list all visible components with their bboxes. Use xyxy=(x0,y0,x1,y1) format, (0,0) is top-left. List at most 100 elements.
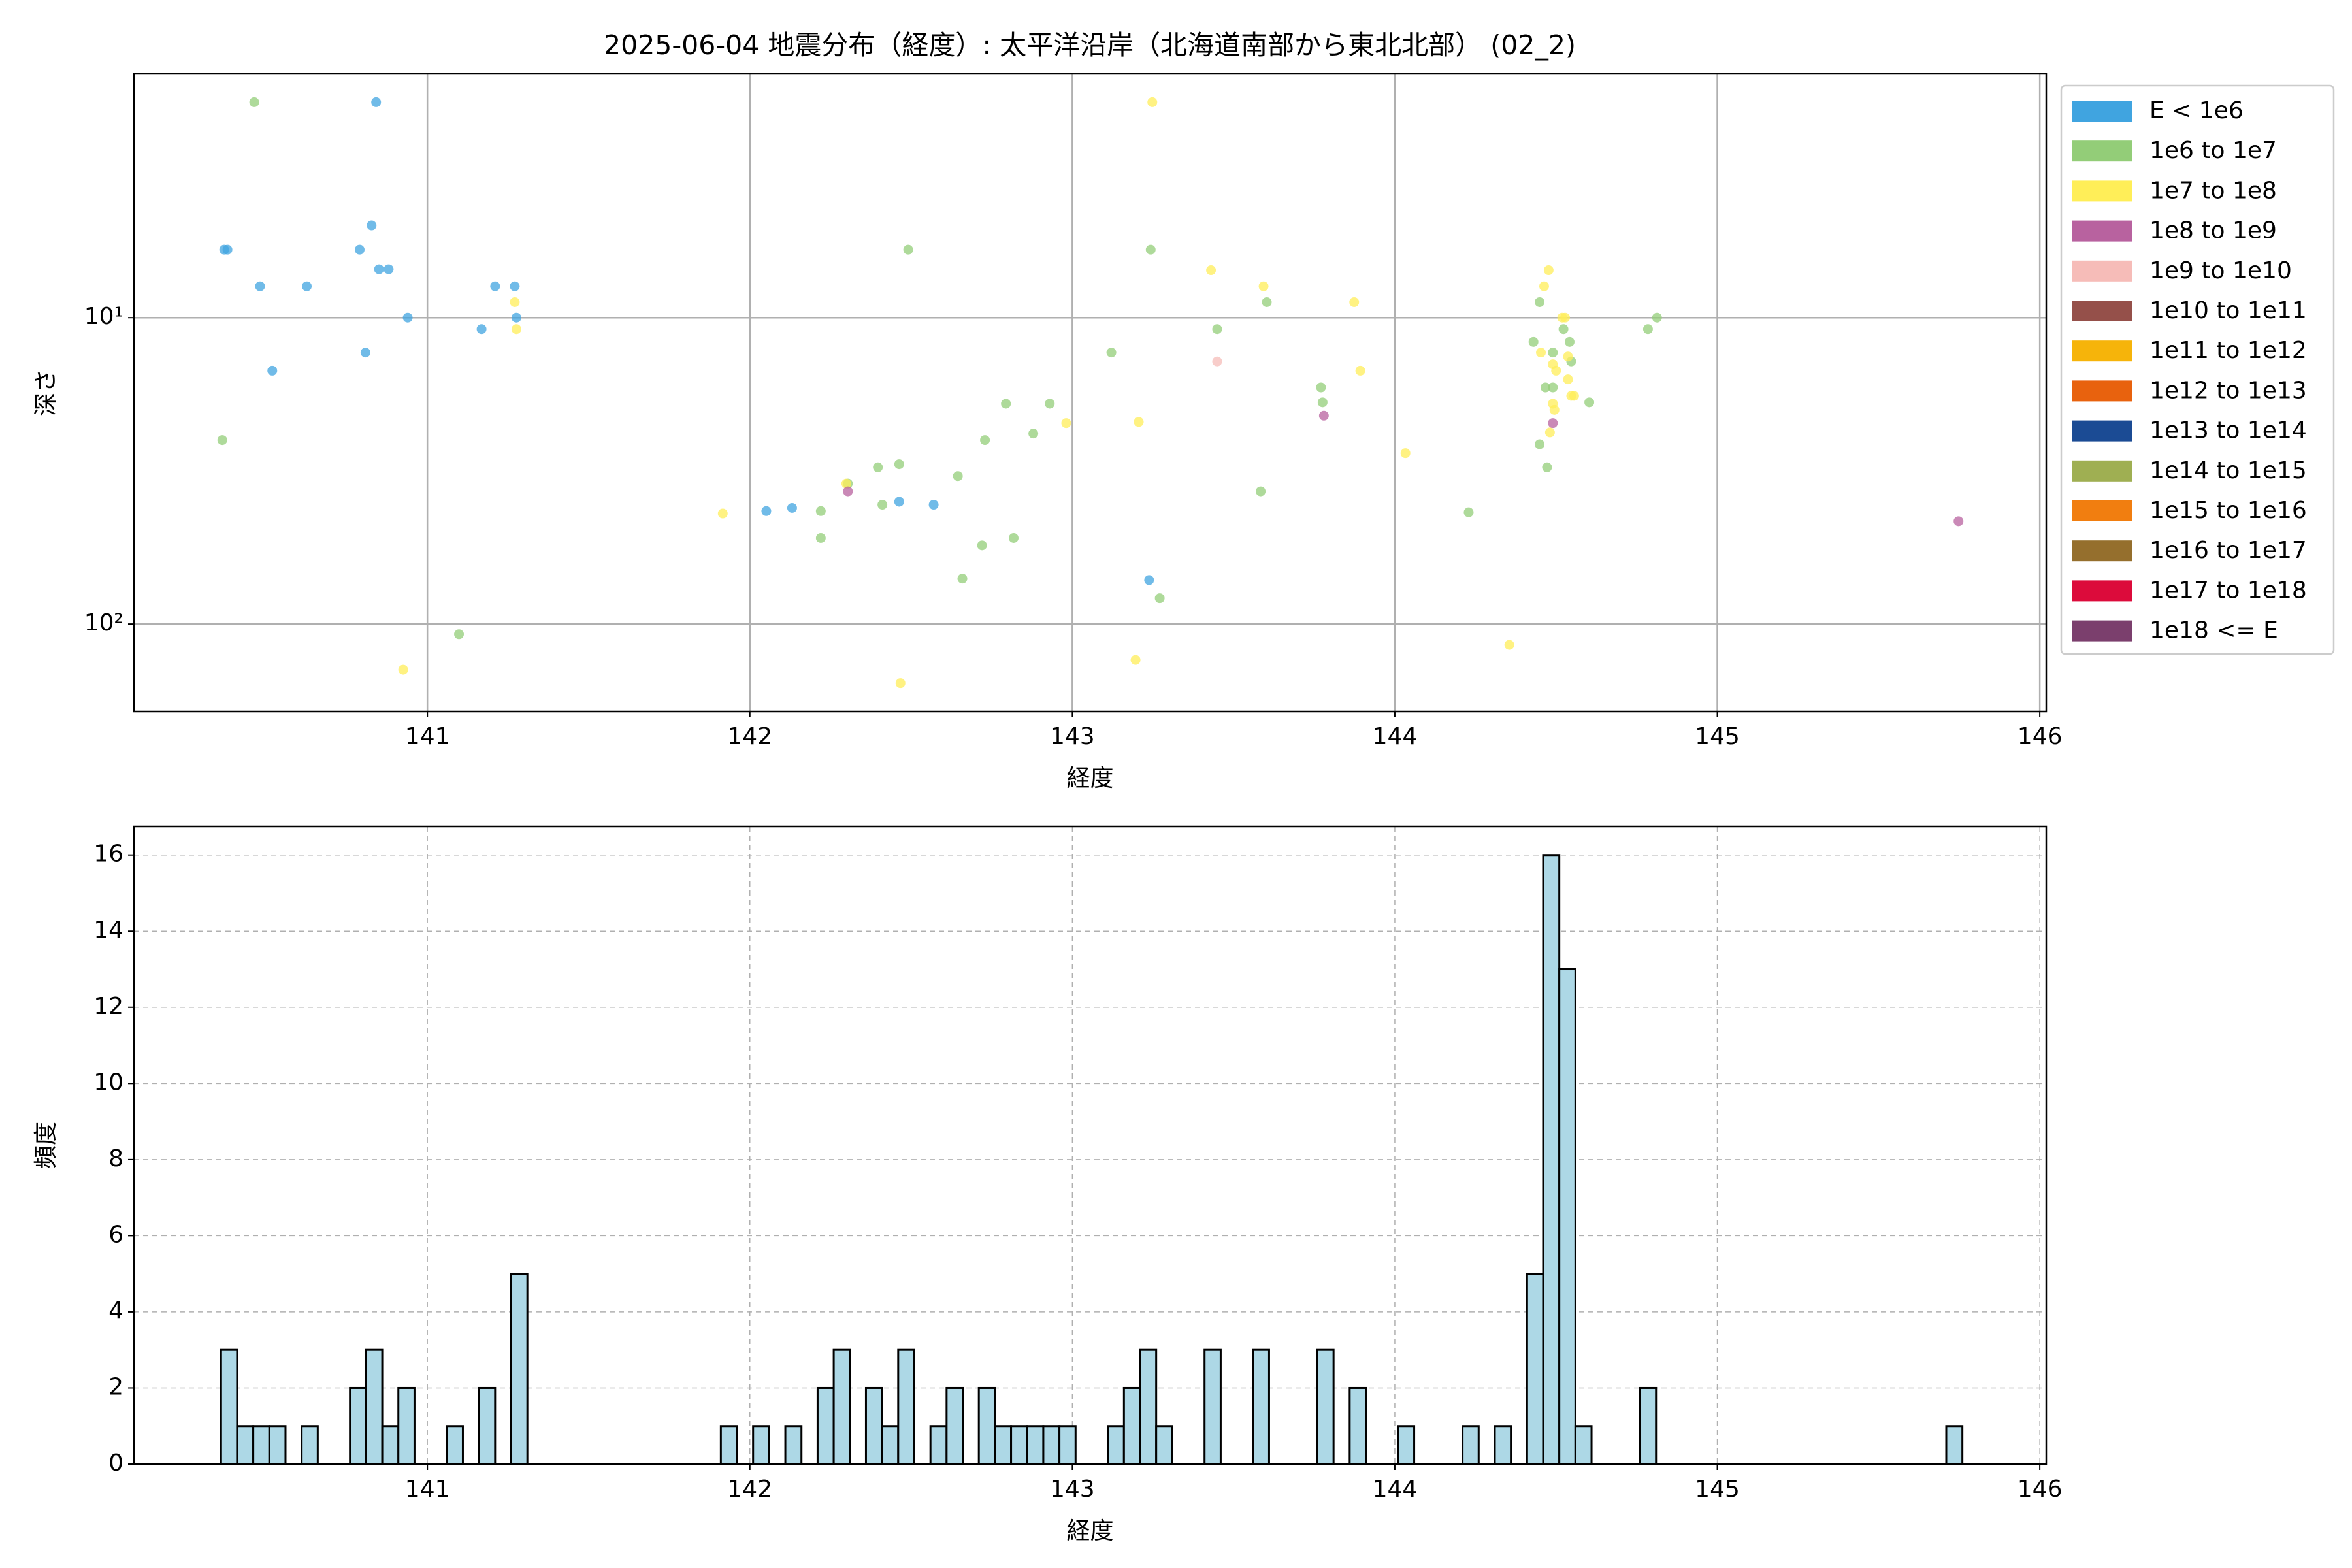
point xyxy=(384,264,394,274)
point xyxy=(1144,575,1154,585)
point xyxy=(1564,336,1575,347)
point xyxy=(360,348,370,358)
legend-swatch xyxy=(2072,260,2132,282)
legend-swatch xyxy=(2072,380,2132,402)
y-tick-label: 16 xyxy=(93,841,123,868)
y-tick-label: 8 xyxy=(108,1145,123,1172)
legend-label: 1e10 to 1e11 xyxy=(2149,297,2307,324)
point xyxy=(355,244,365,255)
legend-label: 1e12 to 1e13 xyxy=(2149,377,2307,404)
legend-swatch xyxy=(2072,180,2132,202)
y-axis-label: 頻度 xyxy=(33,1122,59,1169)
x-tick-label: 143 xyxy=(1050,723,1095,750)
point xyxy=(510,297,520,307)
point xyxy=(977,540,987,551)
bar xyxy=(1107,1425,1125,1465)
point xyxy=(1400,448,1411,459)
bar xyxy=(446,1425,464,1465)
point xyxy=(1548,348,1558,358)
point xyxy=(903,244,913,255)
bar xyxy=(1494,1425,1512,1465)
chart-title: 2025-06-04 地震分布（経度）: 太平洋沿岸（北海道南部から東北北部） … xyxy=(604,29,1576,61)
y-tick-label: 6 xyxy=(108,1221,123,1248)
point xyxy=(1535,439,1545,449)
bar xyxy=(1122,1386,1141,1465)
bar xyxy=(1155,1425,1173,1465)
point xyxy=(1463,507,1474,517)
point xyxy=(1317,397,1328,408)
bar xyxy=(252,1425,270,1465)
point xyxy=(255,281,265,291)
y-tick-label: 14 xyxy=(93,917,123,943)
legend-swatch xyxy=(2072,140,2132,162)
bar xyxy=(1139,1348,1158,1465)
point xyxy=(367,220,377,231)
legend-label: E < 1e6 xyxy=(2149,97,2244,124)
bar xyxy=(929,1425,948,1465)
legend-label: 1e18 <= E xyxy=(2149,617,2278,644)
point xyxy=(1953,516,1964,527)
point xyxy=(1584,397,1595,408)
bar xyxy=(1026,1425,1045,1465)
bar xyxy=(1010,1425,1028,1465)
y-tick-label: 4 xyxy=(108,1298,123,1324)
bar xyxy=(864,1386,883,1465)
point xyxy=(1212,324,1222,335)
x-tick-label: 142 xyxy=(727,723,772,750)
x-tick-label: 144 xyxy=(1373,723,1418,750)
x-tick-label: 146 xyxy=(2017,723,2063,750)
legend-swatch xyxy=(2072,340,2132,362)
bar xyxy=(1945,1425,1964,1465)
point xyxy=(717,508,728,519)
x-tick-label: 146 xyxy=(2017,1476,2063,1503)
point xyxy=(1548,418,1558,429)
point xyxy=(843,486,853,497)
bar xyxy=(784,1425,803,1465)
point xyxy=(1539,281,1549,291)
y-tick-label: 10 xyxy=(93,1069,123,1096)
y-tick-label: 0 xyxy=(108,1450,123,1477)
y-axis-label: 深さ xyxy=(33,369,59,416)
legend-swatch xyxy=(2072,620,2132,642)
legend-swatch xyxy=(2072,220,2132,242)
bar xyxy=(349,1386,367,1465)
point xyxy=(1551,365,1561,376)
point xyxy=(980,435,990,446)
legend-label: 1e8 to 1e9 xyxy=(2149,218,2277,244)
point xyxy=(1504,640,1514,650)
point xyxy=(1540,382,1550,393)
bar xyxy=(1042,1425,1061,1465)
point xyxy=(1652,312,1662,323)
point xyxy=(222,244,233,255)
point xyxy=(511,312,521,323)
bar xyxy=(397,1386,416,1465)
bar xyxy=(381,1425,400,1465)
legend-swatch xyxy=(2072,460,2132,482)
point xyxy=(1566,391,1576,401)
point xyxy=(510,281,520,291)
bar xyxy=(220,1348,238,1465)
bar xyxy=(301,1425,319,1465)
bar xyxy=(1397,1425,1416,1465)
x-axis-label: 経度 xyxy=(1066,1518,1113,1544)
bar xyxy=(719,1425,738,1465)
point xyxy=(1106,348,1117,358)
point xyxy=(476,324,487,335)
point xyxy=(815,506,826,516)
bar xyxy=(977,1386,996,1465)
point xyxy=(1560,312,1571,323)
y-tick-label: 10¹ xyxy=(84,303,123,330)
point xyxy=(1130,655,1141,665)
point xyxy=(1563,351,1573,362)
legend-swatch xyxy=(2072,500,2132,521)
point xyxy=(1536,348,1546,358)
point xyxy=(841,478,851,489)
plot-frame xyxy=(133,73,2048,713)
bar xyxy=(1558,968,1576,1465)
point xyxy=(1258,281,1269,291)
point xyxy=(371,97,382,107)
bar xyxy=(1526,1273,1544,1465)
point xyxy=(1061,418,1071,429)
point xyxy=(398,664,408,675)
point xyxy=(1549,404,1560,415)
